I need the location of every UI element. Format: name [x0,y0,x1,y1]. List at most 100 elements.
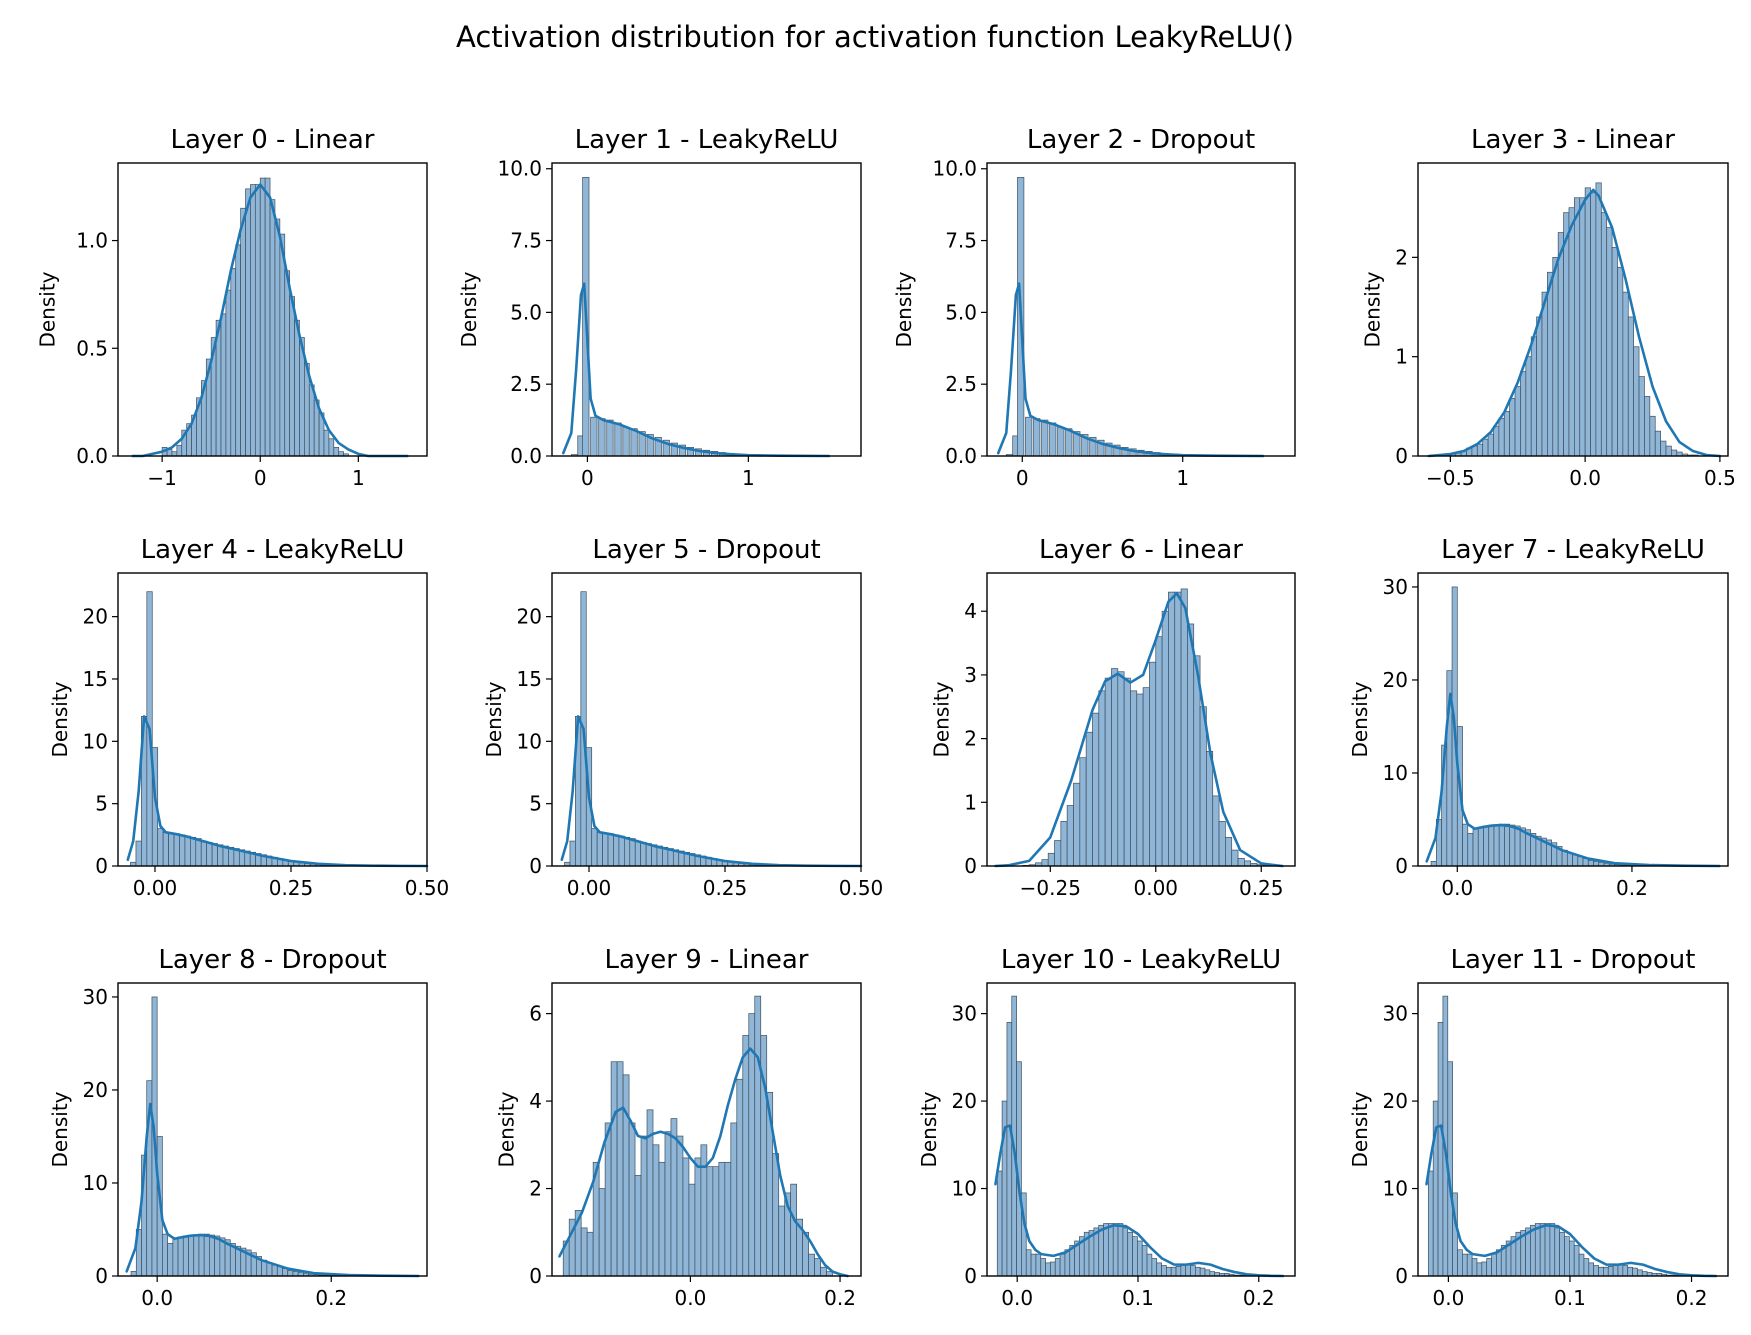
hist-bar [184,835,191,867]
y-axis-label: Density [1348,681,1372,757]
subplot-11: 0.0 0.1 0.2 0 10 20 30 Layer 11 - Dropout Densit… [1348,945,1729,1310]
hist-bar [1622,291,1629,457]
hist-bar [1054,840,1062,867]
hist-bar [1547,271,1554,457]
y-axis-label: Density [48,1091,72,1167]
hist-bar [1612,1265,1619,1277]
hist-bar [1654,430,1661,457]
hist-bar [1536,316,1543,457]
hist-bar [1098,690,1106,867]
hist-bar [282,1268,289,1277]
kde-line [561,282,831,458]
axes-frame [551,572,862,867]
hist-bar [1112,1223,1119,1277]
hist-bar [1054,1258,1061,1277]
hist-bar [1530,336,1537,457]
hist-bar [1493,425,1500,457]
hist-bar [1185,1264,1191,1277]
kde-line [994,1124,1285,1278]
hist-bar [1573,1245,1580,1277]
hist-bar [598,418,606,457]
hist-bar [266,1262,273,1277]
hist-bar [590,416,598,457]
hist-bar [1111,668,1119,867]
hist-bar [569,840,576,867]
hist-bar [162,831,169,867]
y-axis-label: Density [457,271,481,347]
x-tick-label: 0 [254,466,267,490]
hist-bar [214,1235,221,1277]
hist-bar [1168,591,1176,867]
y-tick-label: 4 [964,599,977,623]
y-tick-label: 0.5 [76,336,108,360]
x-tick-label: 0.25 [703,876,748,900]
hist-bar [652,1144,660,1277]
y-tick-label: 2.5 [945,372,977,396]
y-tick-label: 0 [1395,1264,1408,1288]
hist-bar [1572,854,1579,867]
hist-bar [206,841,213,867]
y-tick-label: 20 [1383,1089,1408,1113]
hist-bar [294,319,300,457]
x-tick-label: 0.00 [1134,876,1179,900]
hist-bar [1622,1265,1629,1277]
hist-bar [1539,1223,1546,1277]
hist-bar [1231,849,1239,867]
hist-bar [1583,1258,1590,1277]
hist-bar [198,1233,205,1277]
hist-bar [996,1170,1003,1277]
hist-bar [1584,187,1591,457]
hist-bar [279,233,286,457]
subplot-title: Layer 3 - Linear [1471,125,1675,155]
hist-bar [622,1074,630,1277]
hist-bar [1552,257,1559,457]
hist-bar [1544,1223,1551,1277]
hist-bar [1033,418,1041,457]
hist-bar [1587,860,1594,867]
hist-bar [1060,821,1068,867]
subplot-10: 0.0 0.1 0.2 0 10 20 30 Layer 10 - LeakyReLU Dens… [917,945,1296,1310]
hist-bar [219,1237,226,1277]
hist-bar [1498,823,1505,867]
x-tick-label: 0.2 [315,1286,347,1310]
kde-line [1427,188,1722,458]
hist-bar [179,834,186,867]
y-tick-label: 20 [83,605,108,629]
hist-bar [1244,860,1252,867]
axes-frame [117,572,428,867]
x-tick-label: 0.00 [567,876,612,900]
hist-bar [1117,1223,1124,1277]
hist-bar [1190,1265,1196,1277]
hist-bar [1593,1265,1599,1277]
y-tick-label: 5 [529,792,542,816]
x-tick-label: 1 [1176,466,1189,490]
hist-bar [614,422,622,457]
hist-bar [712,1166,720,1277]
y-tick-label: 1 [964,790,977,814]
hist-bar [670,1118,678,1277]
hist-bar [1137,1240,1143,1277]
hist-bar [676,1135,684,1277]
hist-bar [1649,415,1656,457]
y-tick-label: 30 [83,985,108,1009]
hist-bar [1035,1253,1042,1277]
y-axis-label: Density [482,681,506,757]
hist-bar [640,841,647,867]
hist-bar [640,1135,648,1277]
hist-bar [157,828,164,867]
hist-bar [254,184,261,457]
hist-bar [742,1035,750,1277]
hist-bar [580,1227,588,1277]
hist-bar [264,177,271,457]
y-tick-label: 20 [952,1089,977,1113]
y-tick-label: 10 [1383,1177,1408,1201]
subplot-title: Layer 0 - Linear [170,125,374,155]
x-tick-label: 0.2 [1676,1286,1708,1310]
y-tick-label: 1 [1395,345,1408,369]
hist-bar [182,1235,189,1277]
subplot-title: Layer 6 - Linear [1039,535,1243,565]
hist-bar [610,1061,618,1277]
hist-bar [188,1234,195,1277]
hist-bar [630,428,638,457]
